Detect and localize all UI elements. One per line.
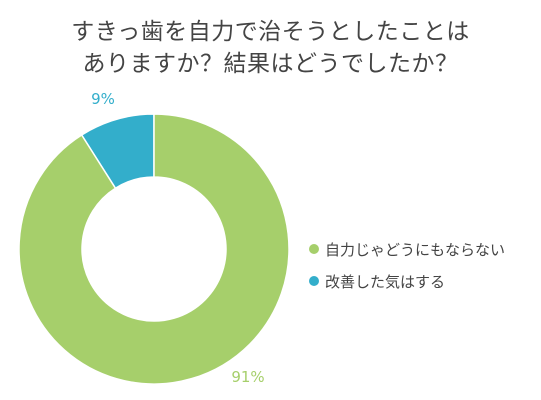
legend-label: 自力じゃどうにもならない [325, 240, 506, 259]
legend-item-no-improvement: 自力じゃどうにもならない [309, 233, 505, 265]
legend-label: 改善した気はする [325, 272, 446, 291]
data-label-no-improvement: 91% [231, 368, 264, 386]
legend: 自力じゃどうにもならない 改善した気はする [309, 233, 505, 297]
chart-title-line-1: すきっ歯を自力で治そうとしたことは [71, 19, 470, 45]
donut-slice-no-improvement [18, 113, 290, 385]
legend-item-improved: 改善した気はする [309, 265, 505, 297]
chart-title-line-2: ありますか？結果はどうでしたか？ [82, 51, 459, 77]
legend-swatch-green [309, 244, 319, 254]
data-label-improved: 9% [91, 90, 115, 108]
legend-swatch-blue [309, 276, 319, 286]
